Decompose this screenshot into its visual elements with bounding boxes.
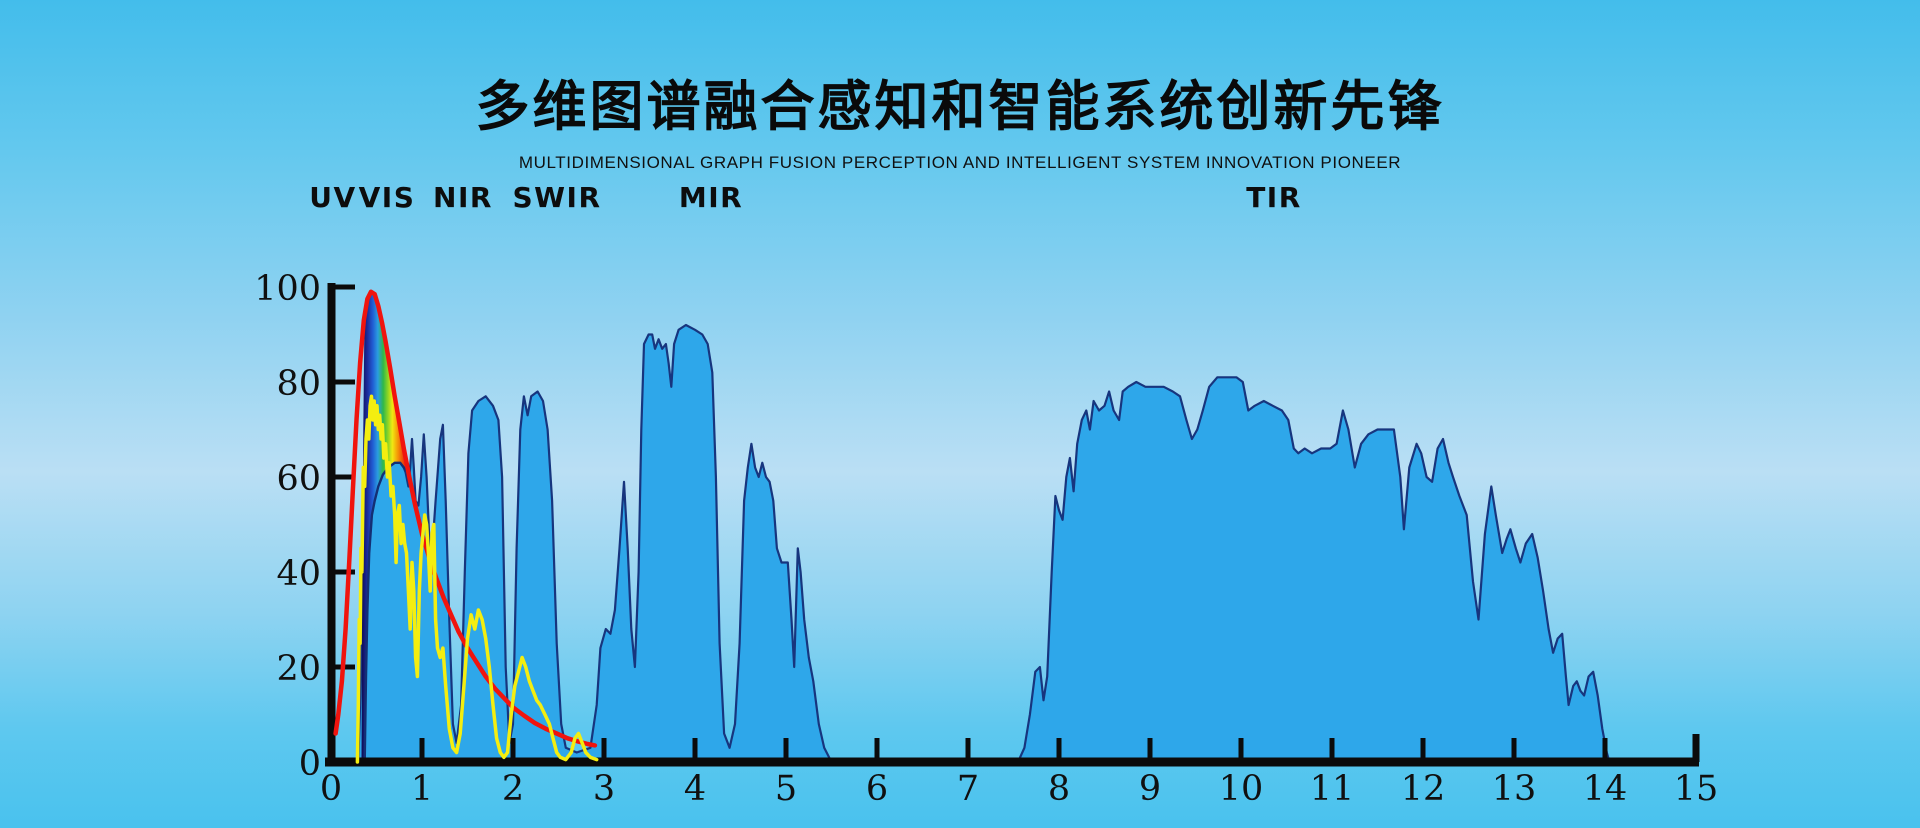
page-subtitle: MULTIDIMENSIONAL GRAPH FUSION PERCEPTION… — [518, 153, 1402, 172]
page-title: 多维图谱融合感知和智能系统创新先锋 — [475, 77, 1445, 137]
y-tick-label: 60 — [276, 459, 321, 499]
x-tick-label: 3 — [593, 769, 615, 809]
band-label-tir: TIR — [1246, 181, 1302, 214]
x-tick-label: 2 — [502, 769, 524, 809]
x-tick-label: 6 — [866, 769, 888, 809]
band-label-nir: NIR — [433, 181, 493, 214]
y-tick-label: 80 — [276, 364, 321, 404]
x-tick-label: 1 — [411, 769, 433, 809]
band-label-uv: UV — [309, 181, 356, 214]
y-tick-label: 0 — [299, 744, 321, 784]
x-tick-label: 5 — [775, 769, 797, 809]
transmission-area — [357, 323, 1611, 764]
x-tick-label: 7 — [957, 769, 979, 809]
x-tick-label: 0 — [320, 769, 342, 809]
band-label-mir: MIR — [679, 181, 743, 214]
band-label-swir: SWIR — [512, 181, 601, 214]
y-tick-label: 100 — [254, 269, 321, 309]
band-labels: UV VIS NIR SWIR MIR TIR — [309, 181, 1302, 214]
x-tick-label: 8 — [1048, 769, 1070, 809]
solar-ground-curve — [355, 394, 599, 764]
band-label-vis: VIS — [359, 181, 416, 214]
y-tick-label: 20 — [276, 649, 321, 689]
y-tick-label: 40 — [276, 554, 321, 594]
x-tick-label: 14 — [1583, 769, 1628, 809]
x-tick-label: 12 — [1401, 769, 1446, 809]
x-tick-label: 10 — [1219, 769, 1264, 809]
blackbody-curve — [333, 289, 598, 748]
x-tick-label: 15 — [1674, 769, 1719, 809]
x-tick-label: 13 — [1492, 769, 1537, 809]
x-tick-label: 4 — [684, 769, 706, 809]
x-tick-label: 11 — [1310, 769, 1355, 809]
x-tick-label: 9 — [1139, 769, 1161, 809]
